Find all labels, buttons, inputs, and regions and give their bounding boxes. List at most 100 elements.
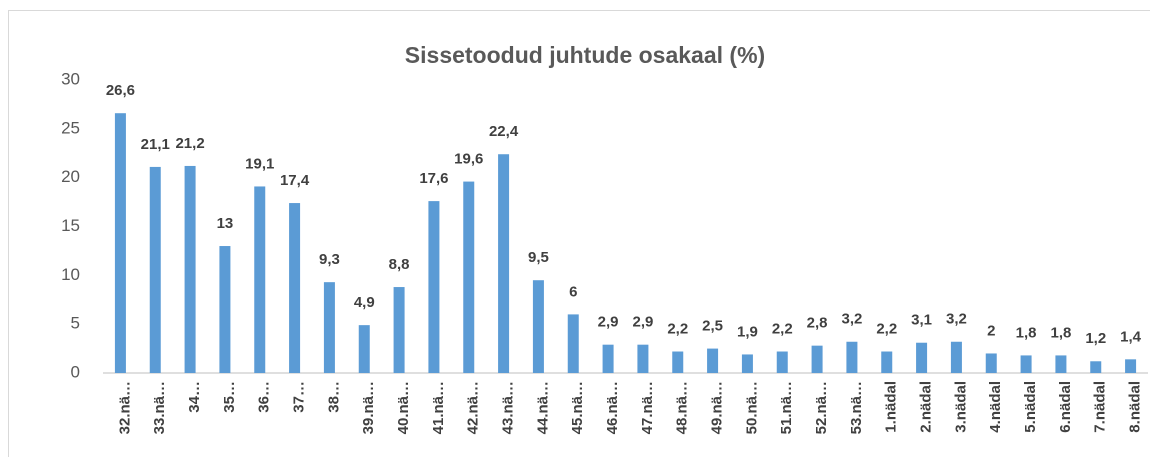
bar — [532, 280, 544, 373]
x-tick-label: 34… — [186, 381, 203, 413]
value-label: 2 — [987, 322, 995, 339]
value-label: 2,5 — [702, 318, 723, 335]
x-tick-label: 32.nä… — [116, 381, 133, 434]
x-tick-label: 46.nä… — [604, 381, 621, 434]
bar — [846, 341, 858, 373]
value-label: 21,2 — [175, 135, 204, 152]
x-tick-label: 36… — [256, 381, 273, 413]
bar — [358, 325, 370, 373]
bar — [184, 165, 196, 373]
x-tick-label: 35… — [221, 381, 238, 413]
bar — [741, 354, 753, 373]
x-tick-label: 49.nä… — [709, 381, 726, 434]
value-label: 6 — [569, 283, 577, 300]
value-label: 17,6 — [419, 170, 448, 187]
bar — [672, 351, 684, 373]
x-tick-label: 47.nä… — [639, 381, 656, 434]
x-tick-label: 4.nädal — [987, 381, 1004, 433]
bar — [393, 287, 405, 373]
bar — [1020, 355, 1032, 373]
value-label: 2,9 — [632, 314, 653, 331]
bar — [114, 113, 126, 373]
value-label: 8,8 — [389, 256, 410, 273]
x-tick-label: 3.nädal — [952, 381, 969, 433]
bar — [323, 282, 335, 373]
y-tick-label: 25 — [61, 118, 80, 137]
value-label: 3,1 — [911, 312, 932, 329]
y-tick-label: 5 — [71, 314, 80, 333]
x-tick-label: 37… — [291, 381, 308, 413]
chart-frame — [8, 10, 1150, 457]
x-tick-label: 43.nä… — [500, 381, 517, 434]
x-tick-label: 2.nädal — [918, 381, 935, 433]
x-tick-label: 5.nädal — [1022, 381, 1039, 433]
value-label: 9,5 — [528, 249, 549, 266]
value-label: 1,8 — [1016, 324, 1037, 341]
value-label: 26,6 — [106, 82, 135, 99]
value-label: 4,9 — [354, 294, 375, 311]
bar — [463, 181, 475, 373]
value-label: 1,2 — [1085, 330, 1106, 347]
x-tick-label: 1.nädal — [883, 381, 900, 433]
bar — [602, 344, 614, 373]
x-tick-label: 7.nädal — [1092, 381, 1109, 433]
value-label: 2,9 — [598, 314, 619, 331]
bar — [1090, 361, 1102, 373]
value-label: 21,1 — [141, 136, 170, 153]
x-tick-label: 8.nädal — [1127, 381, 1144, 433]
x-tick-label: 42.nä… — [465, 381, 482, 434]
value-label: 22,4 — [489, 123, 519, 140]
value-label: 2,8 — [807, 315, 828, 332]
y-tick-label: 20 — [61, 167, 80, 186]
x-tick-label: 48.nä… — [674, 381, 691, 434]
bar — [254, 186, 266, 373]
bar — [916, 342, 928, 373]
x-tick-label: 39.nä… — [360, 381, 377, 434]
x-tick-label: 52.nä… — [813, 381, 830, 434]
x-tick-label: 50.nä… — [743, 381, 760, 434]
bar — [637, 344, 649, 373]
x-tick-label: 41.nä… — [430, 381, 447, 434]
bar — [149, 166, 161, 373]
value-label: 9,3 — [319, 251, 340, 268]
value-label: 13 — [217, 215, 234, 232]
x-tick-label: 53.nä… — [848, 381, 865, 434]
x-tick-label: 44.nä… — [534, 381, 551, 434]
bar — [289, 203, 301, 373]
bar — [707, 348, 719, 373]
bar — [1125, 359, 1137, 373]
value-label: 3,2 — [841, 311, 862, 328]
chart-title: Sissetoodud juhtude osakaal (%) — [405, 42, 765, 68]
bar — [776, 351, 788, 373]
value-label: 2,2 — [876, 320, 897, 337]
y-tick-label: 10 — [61, 265, 80, 284]
x-tick-label: 38… — [325, 381, 342, 413]
value-label: 19,6 — [454, 151, 483, 168]
x-tick-label: 6.nädal — [1057, 381, 1074, 433]
bar — [811, 345, 823, 373]
value-label: 2,2 — [667, 320, 688, 337]
y-tick-label: 15 — [61, 216, 80, 235]
x-tick-label: 45.nä… — [569, 381, 586, 434]
bar — [567, 314, 579, 373]
bar — [428, 201, 440, 373]
x-tick-label: 40.nä… — [395, 381, 412, 434]
value-label: 19,1 — [245, 155, 274, 172]
x-tick-label: 33.nä… — [151, 381, 168, 434]
bar — [985, 353, 997, 373]
value-label: 2,2 — [772, 320, 793, 337]
bar — [881, 351, 893, 373]
bar — [1055, 355, 1067, 373]
value-label: 1,9 — [737, 323, 758, 340]
value-label: 17,4 — [280, 172, 310, 189]
bar — [498, 154, 510, 373]
y-tick-label: 0 — [71, 362, 80, 381]
bar — [219, 246, 231, 373]
bar — [950, 341, 962, 373]
y-tick-label: 30 — [61, 69, 80, 88]
value-label: 1,4 — [1120, 328, 1142, 345]
value-label: 3,2 — [946, 311, 967, 328]
x-tick-label: 51.nä… — [778, 381, 795, 434]
value-label: 1,8 — [1050, 324, 1071, 341]
